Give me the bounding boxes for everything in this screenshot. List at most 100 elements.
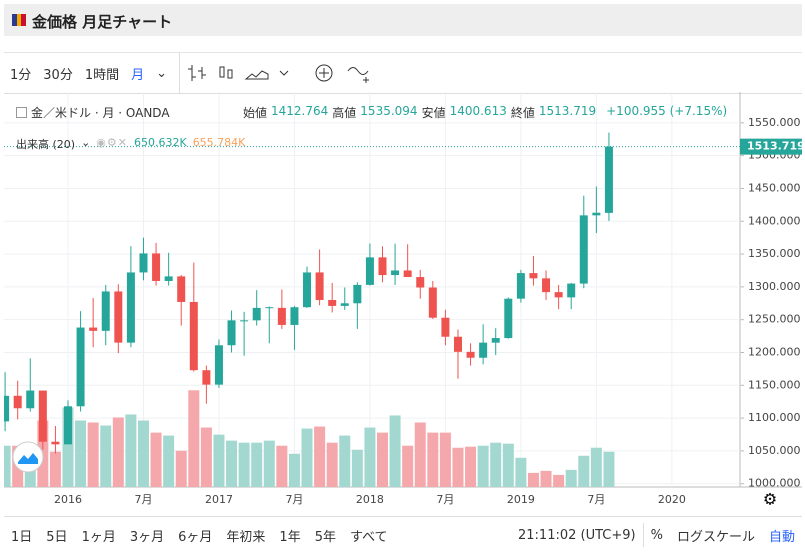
volume-bar [238, 442, 250, 487]
volume-bar [301, 428, 313, 487]
interval[interactable]: 30分 [43, 67, 73, 83]
log-scale[interactable]: ログスケール [676, 529, 755, 545]
volume-bar [150, 432, 162, 487]
volume-bar [75, 420, 87, 487]
interval[interactable]: 月 [131, 67, 145, 83]
y-tick-label: 1350.000 [748, 247, 801, 260]
volume-bar [188, 390, 200, 487]
range[interactable]: 5日 [46, 529, 68, 545]
dropdown[interactable]: ⌄ [156, 65, 168, 81]
candle-body [466, 351, 475, 358]
range[interactable]: 1ヶ月 [81, 529, 116, 545]
legend-label: 安値 [421, 106, 446, 120]
candle-body [542, 278, 551, 293]
footer: 1日 5日 1ヶ月 3ヶ月 6ヶ月 年初来 1年 5年 すべて 21:11:02… [4, 516, 802, 553]
volume-bar [452, 447, 464, 487]
volume-bar [515, 457, 527, 487]
x-tick-label: 2018 [356, 493, 384, 506]
candle-body [529, 273, 538, 279]
volume-bar [163, 435, 175, 487]
range[interactable]: 1日 [11, 529, 33, 545]
volume-bar [377, 432, 388, 487]
percent[interactable]: % [650, 527, 663, 543]
candle-body [13, 395, 22, 409]
volume-bar [276, 445, 288, 487]
candle-body [189, 301, 198, 371]
range[interactable]: 6ヶ月 [178, 529, 213, 545]
candle-body [567, 283, 576, 298]
legend-label: 高値 [332, 106, 357, 120]
volume-bar [137, 420, 149, 487]
legend-value: 1535.094 [360, 104, 418, 118]
y-tick-label: 1250.000 [748, 313, 801, 326]
candle-body [592, 212, 601, 216]
range[interactable]: 年初来 [226, 529, 266, 545]
candle-body [579, 215, 588, 284]
add-icon[interactable] [306, 61, 342, 85]
candle-body [504, 298, 513, 339]
auto-scale[interactable]: 自動 [768, 529, 795, 545]
volume-bar [339, 435, 351, 487]
volume-bar [87, 422, 99, 487]
y-tick-label: 1000.000 [748, 477, 801, 490]
settings-icon[interactable]: ⚙ [763, 490, 777, 509]
tool-icons[interactable] [186, 61, 306, 85]
volume-title: 出来高 (20) [16, 138, 76, 151]
candle-body [428, 287, 437, 318]
volume-bar [213, 434, 225, 487]
candle-body [214, 345, 223, 385]
candle-body [64, 406, 72, 445]
logo [12, 441, 44, 473]
volume-bar [175, 450, 187, 487]
candle-body [240, 320, 249, 322]
volume-bar [125, 414, 137, 487]
volume-bar [439, 432, 451, 487]
interval[interactable]: 1分 [10, 67, 32, 83]
candle-body [554, 292, 563, 298]
volume-bar [414, 422, 426, 487]
volume-bar [540, 470, 552, 487]
candle-body [604, 146, 613, 213]
legend-label: 終値 [510, 106, 535, 120]
legend-label: 始値 [243, 106, 268, 120]
candle-body [164, 276, 173, 281]
interval[interactable]: 1時間 [84, 67, 120, 83]
volume-bar [364, 427, 376, 487]
x-tick-label: 7月 [134, 493, 152, 506]
range[interactable]: すべて [349, 529, 388, 545]
candle-body [340, 303, 349, 306]
volume-bar [553, 474, 565, 487]
volume-bar [578, 455, 590, 487]
candle-body [26, 390, 35, 409]
x-tick-label: 7月 [587, 493, 605, 506]
y-tick-label: 1300.000 [748, 280, 801, 293]
range[interactable]: 3ヶ月 [129, 529, 165, 545]
candle-body [101, 291, 110, 331]
candle-body [139, 253, 148, 273]
volume-bar [326, 442, 338, 487]
legend-value: 1513.719 [538, 104, 597, 118]
volume-bar [251, 442, 263, 487]
y-tick-label: 1450.000 [748, 181, 801, 194]
indicator-icons[interactable]: ◉⚙✕ [96, 136, 128, 149]
clock: 21:11:02 (UTC+9) [518, 527, 636, 543]
candle-body [4, 395, 10, 422]
volume-bar [590, 447, 602, 487]
y-tick-label: 1200.000 [748, 345, 801, 358]
compare-icon[interactable] [342, 61, 378, 85]
price-badge [740, 138, 802, 155]
range[interactable]: 1年 [279, 529, 301, 545]
x-tick-label: 2019 [507, 493, 535, 506]
y-tick-label: 1100.000 [748, 411, 801, 424]
candle-body [252, 307, 261, 321]
candle-body [303, 272, 312, 308]
candle-body [38, 390, 47, 442]
candle-body [353, 284, 362, 304]
y-tick-label: 1050.000 [748, 444, 801, 457]
candle-body [89, 327, 98, 331]
toolbar: 1分 30分 1時間 月 ⌄ [4, 52, 802, 94]
range[interactable]: 5年 [314, 529, 336, 545]
x-tick-label: 2016 [54, 493, 82, 506]
